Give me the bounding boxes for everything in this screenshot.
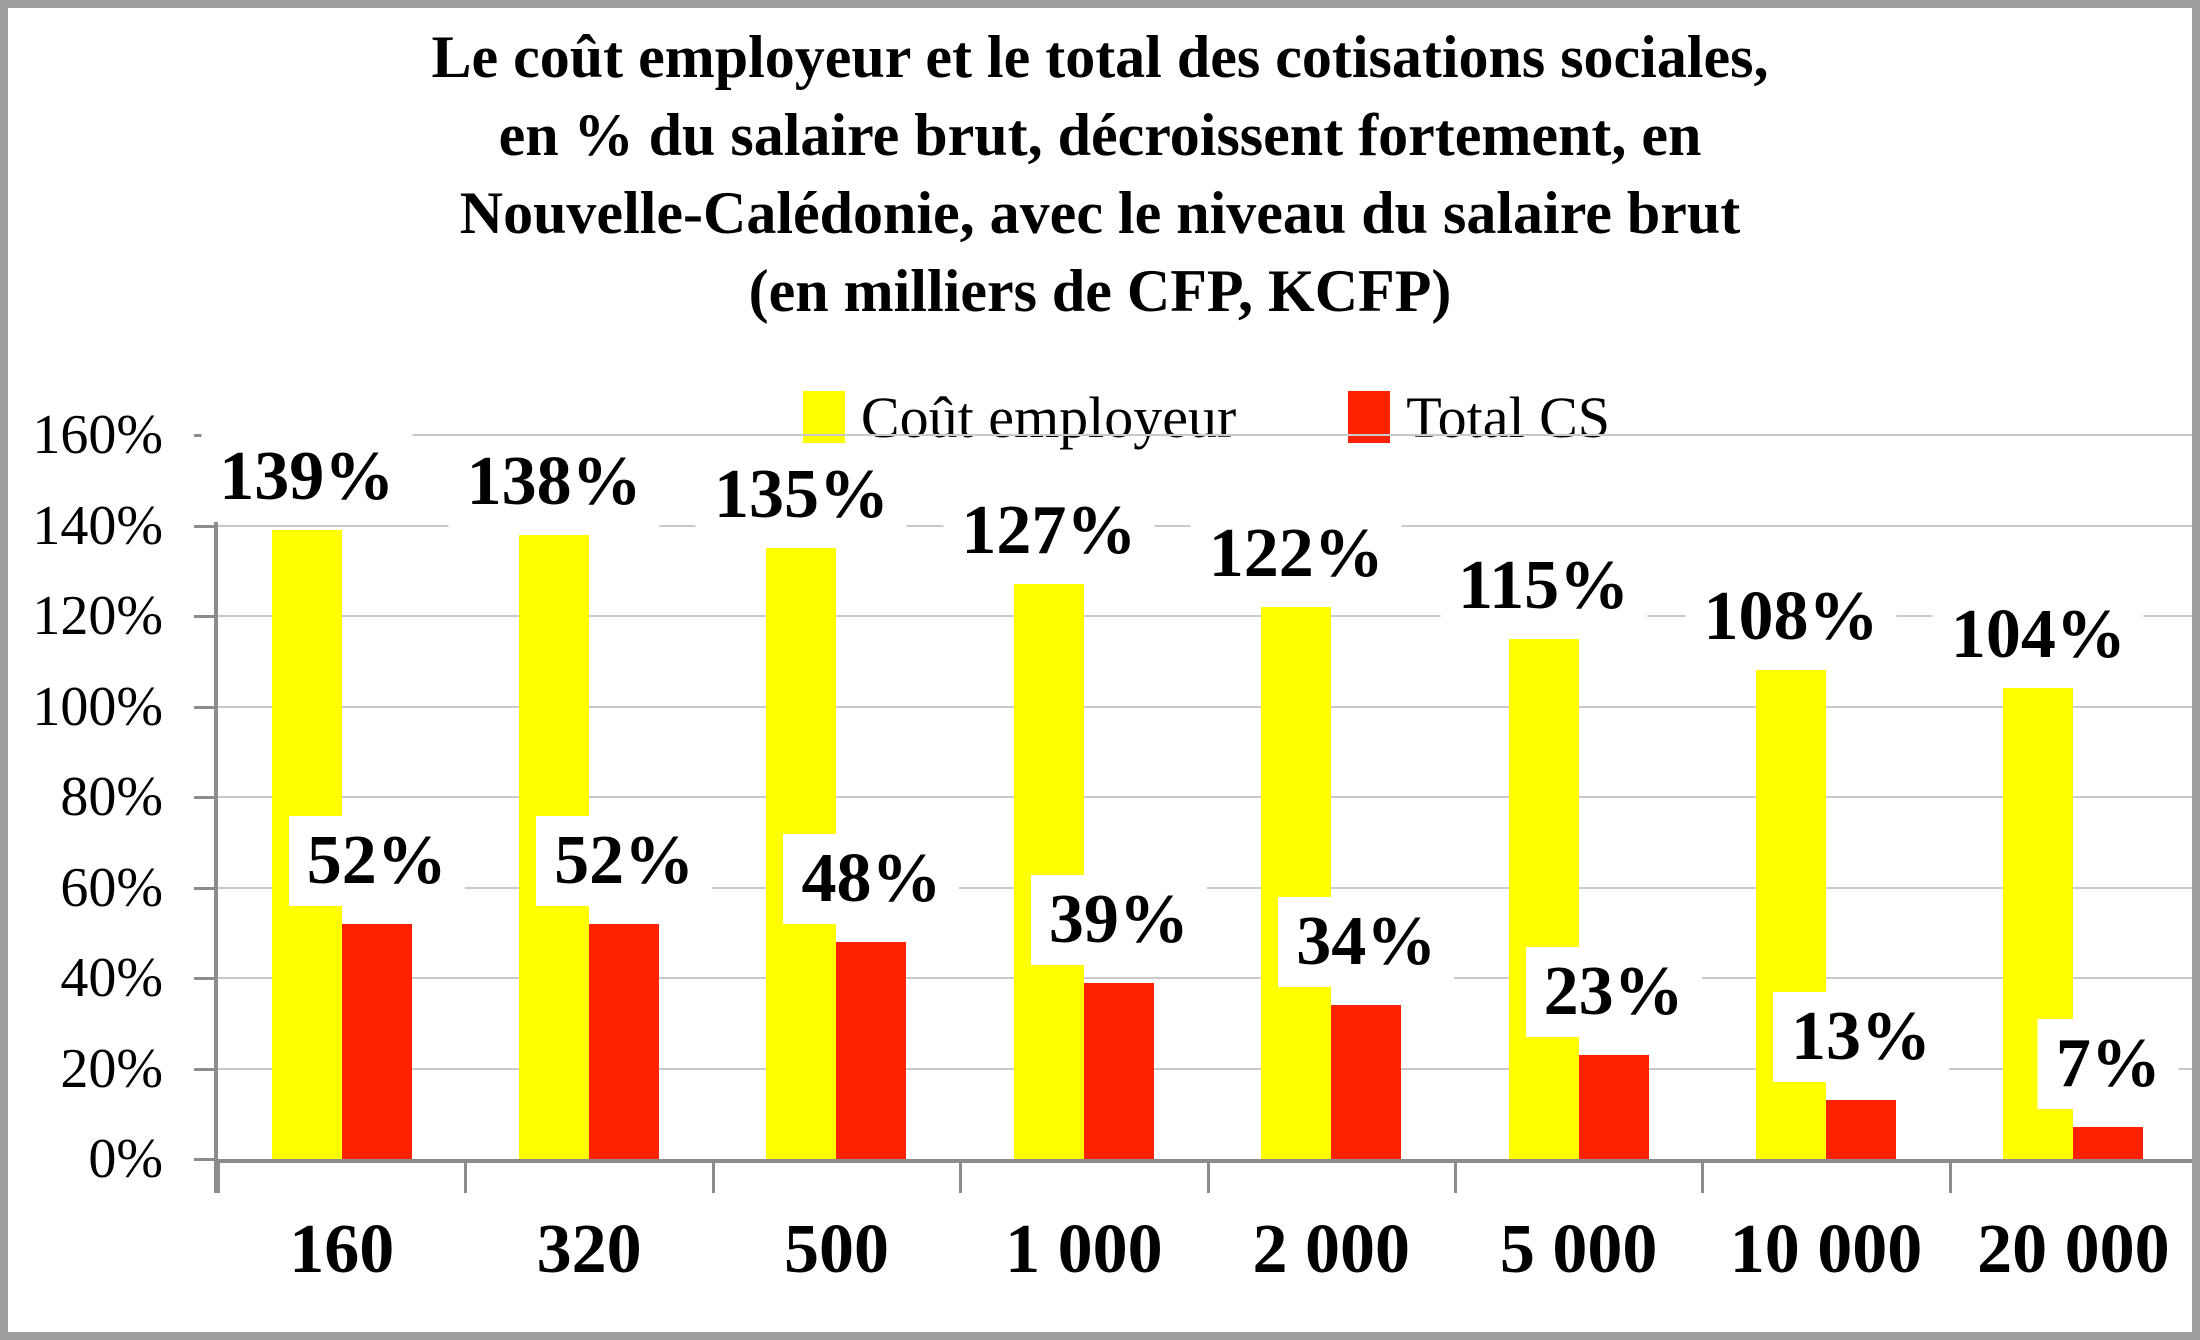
bar-total-cs-5-000 <box>1578 1054 1649 1159</box>
bar-label-co-t-employeur-1-000: 127% <box>943 486 1155 577</box>
y-tick-80 <box>194 796 218 799</box>
y-axis-label-80: 80% <box>60 766 163 828</box>
bar-label-total-cs-20-000: 7% <box>2037 1019 2179 1110</box>
bar-label-co-t-employeur-20-000: 104% <box>1932 590 2144 681</box>
gridline-20 <box>218 1067 2192 1070</box>
y-tick-120 <box>194 615 218 618</box>
x-axis-label-500: 500 <box>783 1211 889 1288</box>
x-tick-8 <box>2196 1159 2199 1193</box>
bar-total-cs-2-000 <box>1331 1005 1402 1159</box>
bar-co-t-employeur-10-000 <box>1755 670 1826 1159</box>
bar-total-cs-1-000 <box>1083 982 1154 1159</box>
bar-label-total-cs-160: 52% <box>288 815 465 906</box>
bar-co-t-employeur-5-000 <box>1508 638 1579 1159</box>
y-axis-line <box>214 435 218 1193</box>
x-axis-line <box>214 1159 2192 1163</box>
bar-label-total-cs-5-000: 23% <box>1525 946 1702 1037</box>
bar-label-total-cs-10-000: 13% <box>1772 992 1949 1083</box>
bar-total-cs-500 <box>836 941 907 1159</box>
gridline-120 <box>218 615 2192 617</box>
x-tick-6 <box>1701 1159 1705 1193</box>
y-tick-60 <box>194 886 218 890</box>
x-tick-2 <box>711 1159 715 1193</box>
x-axis-label-10-000: 10 000 <box>1729 1211 1923 1288</box>
legend-item-cout-employeur: Coût employeur <box>802 384 1237 451</box>
y-axis-label-160: 160% <box>32 404 163 466</box>
x-tick-7 <box>1948 1159 1952 1193</box>
bar-co-t-employeur-2-000 <box>1261 606 1332 1159</box>
x-axis-label-1-000: 1 000 <box>1005 1211 1163 1288</box>
legend-label-total-cs: Total CS <box>1406 384 1611 450</box>
x-tick-1 <box>464 1159 468 1193</box>
bar-label-total-cs-1-000: 39% <box>1030 874 1207 965</box>
bar-total-cs-160 <box>341 923 412 1159</box>
y-axis-label-60: 60% <box>60 856 163 919</box>
x-axis-label-2-000: 2 000 <box>1252 1211 1410 1288</box>
y-axis-label-40: 40% <box>60 947 163 1009</box>
y-tick-140 <box>194 524 218 528</box>
gridline-60 <box>218 886 2192 889</box>
chart-title: Le coût employeur et le total des cotisa… <box>431 24 1769 324</box>
bar-label-co-t-employeur-5-000: 115% <box>1439 540 1648 631</box>
y-axis-label-140: 140% <box>32 494 163 557</box>
bar-label-co-t-employeur-320: 138% <box>448 436 660 527</box>
bar-label-total-cs-500: 48% <box>783 833 960 924</box>
x-axis-label-5-000: 5 000 <box>1499 1211 1658 1288</box>
y-tick-100 <box>194 705 218 709</box>
x-tick-0 <box>217 1159 220 1193</box>
bar-total-cs-320 <box>589 923 660 1159</box>
bar-total-cs-10-000 <box>1825 1100 1896 1159</box>
y-axis-label-20: 20% <box>60 1037 163 1100</box>
legend-label-cout-employeur: Coût employeur <box>860 384 1237 450</box>
gridline-80 <box>218 796 2192 798</box>
y-tick-0 <box>194 1158 218 1161</box>
bar-total-cs-20-000 <box>2073 1127 2144 1159</box>
gridline-40 <box>218 977 2192 979</box>
x-tick-4 <box>1206 1159 1210 1193</box>
x-tick-3 <box>959 1159 963 1193</box>
bar-label-co-t-employeur-160: 139% <box>201 432 413 523</box>
y-tick-40 <box>194 977 218 980</box>
bar-label-total-cs-2-000: 34% <box>1278 897 1455 988</box>
bar-label-total-cs-320: 52% <box>536 815 713 906</box>
gridline-100 <box>218 705 2192 708</box>
x-axis-label-320: 320 <box>536 1211 642 1288</box>
plot-area: 160% 140% 120% 100% 80% 60% 40% 20% 0% 139% 52% 160… <box>8 8 2192 1332</box>
x-axis-label-160: 160 <box>289 1211 395 1288</box>
bar-label-co-t-employeur-2-000: 122% <box>1190 508 1402 599</box>
y-axis-label-100: 100% <box>32 675 163 738</box>
bar-label-co-t-employeur-500: 135% <box>695 450 907 541</box>
y-axis-label-0: 0% <box>88 1128 163 1190</box>
bar-co-t-employeur-1-000 <box>1013 584 1084 1159</box>
x-axis-label-20-000: 20 000 <box>1977 1211 2170 1288</box>
x-tick-5 <box>1453 1159 1457 1193</box>
y-axis-label-120: 120% <box>32 585 163 647</box>
gridline-160 <box>218 434 2192 436</box>
bar-label-co-t-employeur-10-000: 108% <box>1685 572 1897 663</box>
y-tick-20 <box>194 1067 218 1071</box>
